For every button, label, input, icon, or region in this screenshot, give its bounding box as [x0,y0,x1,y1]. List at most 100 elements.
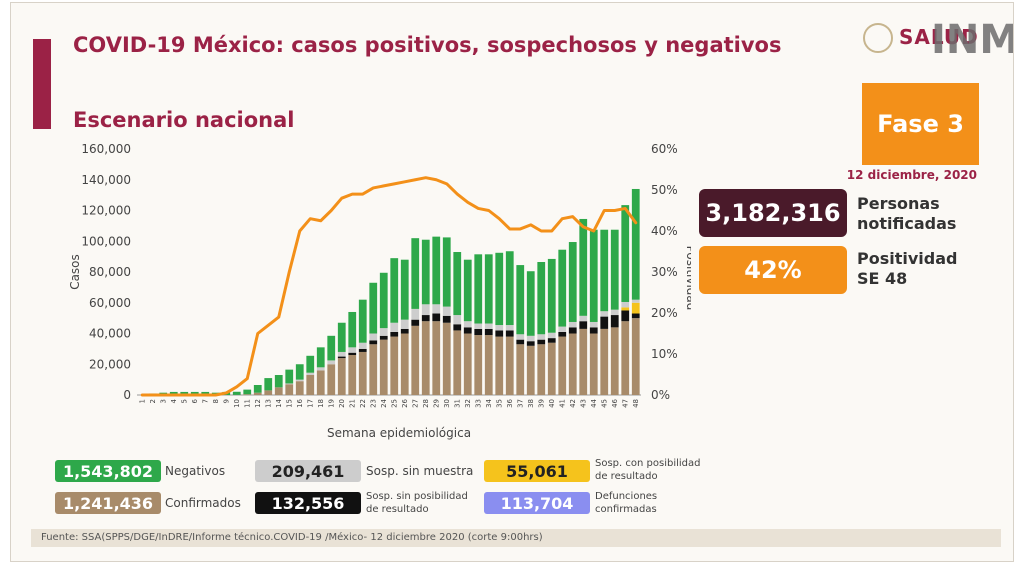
x-tick-label: 19 [327,399,335,408]
bar-confirmados [274,387,283,395]
bar-sosp-sin-posibilidad-de-resultado [631,313,640,319]
bar-sosp-sin-posibilidad-de-resultado [337,356,346,359]
x-tick-label: 40 [548,399,556,408]
defunciones-value: 113,704 [484,492,590,514]
bar-sosp-sin-muestra [327,360,336,365]
bar-confirmados [285,384,294,395]
bar-negativos [621,205,630,302]
bar-negativos [411,238,420,309]
x-axis-label: Semana epidemiológica [327,426,471,440]
bar-sosp-sin-posibilidad-de-resultado [495,330,504,337]
bar-sosp-sin-muestra [379,328,388,336]
bar-sosp-sin-posibilidad-de-resultado [505,330,514,337]
page-title: COVID-19 México: casos positivos, sospec… [73,33,782,57]
bar-sosp-sin-posibilidad-de-resultado [474,328,483,336]
page-subtitle: Escenario nacional [73,108,295,132]
bar-confirmados [432,321,441,395]
bar-sosp-sin-muestra [390,322,399,332]
bar-negativos [379,272,388,329]
accent-bar [33,39,51,129]
bar-confirmados [421,321,430,395]
x-tick-label: 6 [191,398,199,403]
bar-sosp-sin-muestra [400,319,409,329]
bar-sosp-sin-muestra [348,347,357,353]
x-tick-label: 36 [506,398,514,407]
bar-negativos [558,249,567,327]
defunciones-label-line1: Defunciones [595,491,658,502]
bar-confirmados [453,330,462,395]
positivity-label-line2: SE 48 [857,269,908,288]
bar-sosp-sin-posibilidad-de-resultado [369,340,378,345]
bar-sosp-sin-muestra [526,335,535,342]
y-tick-label: 0 [123,388,131,402]
bar-negativos [190,391,199,395]
logo-text: SALUD [899,25,979,49]
bar-negativos [264,378,273,391]
bar-negativos [484,254,493,324]
bar-negativos [358,299,367,343]
bar-sosp-sin-posibilidad-de-resultado [453,324,462,331]
bar-confirmados [610,327,619,395]
y2-tick-label: 50% [651,183,678,197]
bar-negativos [421,239,430,305]
sin-posibilidad-value: 132,556 [255,492,361,514]
bar-sosp-sin-muestra [432,304,441,314]
x-tick-label: 24 [380,398,388,407]
bar-negativos [285,369,294,384]
x-tick-label: 3 [159,399,167,403]
y-tick-label: 140,000 [81,173,131,187]
bar-confirmados [400,333,409,395]
x-tick-label: 41 [558,399,566,408]
y-tick-label: 100,000 [81,234,131,248]
bar-sosp-sin-muestra [411,308,420,320]
x-tick-label: 7 [201,399,209,403]
x-tick-label: 27 [411,399,419,408]
x-tick-label: 23 [369,399,377,408]
bar-confirmados [369,344,378,395]
bar-confirmados [327,364,336,395]
y2-tick-label: 30% [651,265,678,279]
x-tick-label: 32 [464,399,472,408]
bar-confirmados [474,335,483,395]
bar-confirmados [589,333,598,395]
bar-confirmados [306,375,315,395]
bar-confirmados [390,336,399,395]
bar-confirmados [505,336,514,395]
bar-confirmados [264,390,273,395]
bar-sosp-sin-muestra [579,315,588,322]
y-tick-label: 40,000 [89,327,131,341]
x-tick-label: 16 [296,398,304,407]
x-tick-label: 9 [222,399,230,403]
bar-sosp-sin-muestra [589,321,598,328]
sin-posibilidad-label-line2: de resultado [366,504,429,515]
sin-posibilidad-label-line1: Sosp. sin posibilidad [366,491,468,502]
bar-sosp-sin-posibilidad-de-resultado [600,316,609,329]
bar-sosp-sin-muestra [600,311,609,317]
bar-sosp-sin-muestra [558,326,567,332]
y2-tick-label: 40% [651,224,678,238]
x-tick-label: 12 [254,399,262,408]
bar-confirmados [358,351,367,395]
defunciones-label-line2: confirmadas [595,504,657,515]
x-tick-label: 38 [527,399,535,408]
y-tick-label: 80,000 [89,265,131,279]
positivity-badge: 42% [699,246,847,294]
bar-confirmados [348,355,357,395]
bar-sosp-sin-muestra [358,342,367,349]
x-tick-label: 14 [275,398,283,407]
bar-negativos [600,229,609,312]
bar-sosp-sin-posibilidad-de-resultado [411,319,420,326]
y2-tick-label: 0% [651,388,670,402]
bar-negativos [274,375,283,388]
bar-negativos [316,347,325,368]
bar-sosp-sin-muestra [337,351,346,357]
bar-sosp-sin-muestra [537,334,546,340]
notified-label-line1: Personas [857,194,940,213]
bar-negativos [516,265,525,335]
x-tick-label: 42 [569,399,577,408]
x-tick-label: 48 [632,399,640,408]
negativos-label: Negativos [165,464,226,478]
bar-sosp-sin-muestra [474,323,483,329]
x-tick-label: 1 [138,399,146,403]
x-tick-label: 10 [233,399,241,408]
